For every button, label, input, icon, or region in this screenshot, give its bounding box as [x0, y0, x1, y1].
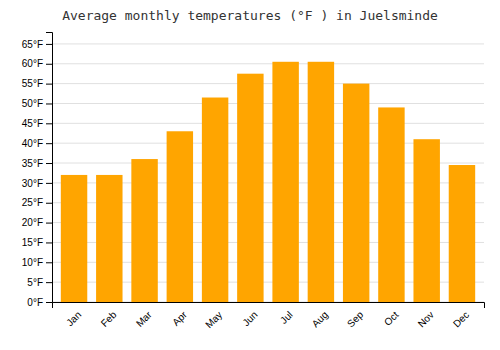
tick: Apr [170, 309, 189, 328]
y-axis: 0°F 5°F 10°F 15°F 20°F 25°F 30°F 35°F 40°F 45°F 50… [22, 33, 53, 308]
title: Average monthly temperatures (°F ) in Ju… [62, 8, 438, 23]
tick-label: 5°F [27, 277, 43, 288]
x-axis: Jan Feb Mar Apr May Jun Jul Aug Sep Oct Nov Dec [53, 303, 485, 331]
tick: 40°F [22, 138, 52, 149]
tick: 45°F [22, 118, 52, 129]
tick-mark [46, 223, 52, 224]
tick-label: 65°F [22, 39, 43, 50]
tick-label: Oct [382, 309, 401, 328]
bar [449, 165, 475, 302]
grid-line [52, 63, 484, 64]
tick-mark [46, 103, 52, 104]
tick-label: 15°F [22, 237, 43, 248]
tick: 20°F [22, 217, 52, 228]
bar [167, 131, 193, 302]
axis-line [53, 303, 485, 309]
tick-label: 25°F [22, 197, 43, 208]
plot: 0°F 5°F 10°F 15°F 20°F 25°F 30°F 35°F 40°F 45°F 50… [22, 33, 485, 331]
tick-mark [46, 282, 52, 283]
tick-mark [46, 242, 52, 243]
tick-label: Apr [170, 309, 189, 328]
tick-mark [46, 143, 52, 144]
grid-line [52, 83, 484, 84]
bar [272, 62, 298, 302]
tick: Feb [99, 309, 119, 329]
tick-label: Sep [345, 309, 366, 330]
grid [52, 44, 484, 302]
tick: Jun [240, 309, 259, 328]
tick: 35°F [22, 158, 52, 169]
tick: 30°F [22, 178, 52, 189]
tick-label: Jul [278, 309, 295, 326]
bar [237, 74, 263, 302]
bar [202, 98, 228, 302]
bar [378, 107, 404, 302]
tick-label: 20°F [22, 217, 43, 228]
tick-label: 50°F [22, 98, 43, 109]
tick-mark [46, 64, 52, 65]
bar [61, 175, 87, 302]
tick-mark [46, 84, 52, 85]
tick-label: Nov [416, 309, 436, 329]
tick-label: 40°F [22, 138, 43, 149]
tick: Aug [310, 309, 330, 329]
tick: Mar [134, 309, 154, 329]
tick-mark [46, 123, 52, 124]
grid-line [52, 123, 484, 124]
tick: 0°F [27, 297, 52, 308]
tick-label: Aug [310, 309, 330, 329]
tick-label: 0°F [27, 297, 43, 308]
tick-label: 60°F [22, 58, 43, 69]
tick: 10°F [22, 257, 52, 268]
chart: Average monthly temperatures (°F ) in Ju… [0, 0, 500, 350]
tick-mark [46, 302, 52, 303]
axis-line [46, 33, 53, 303]
tick: Sep [345, 309, 366, 330]
bar [131, 159, 157, 302]
tick-label: 30°F [22, 178, 43, 189]
tick: Jan [64, 309, 83, 328]
tick: 65°F [22, 39, 52, 50]
tick-label: Mar [134, 309, 154, 329]
grid-line [52, 43, 484, 44]
tick-label: Dec [451, 309, 471, 329]
tick: 5°F [27, 277, 52, 288]
tick-label: 10°F [22, 257, 43, 268]
grid-line [52, 103, 484, 104]
tick: 60°F [22, 58, 52, 69]
tick: 15°F [22, 237, 52, 248]
tick: 50°F [22, 98, 52, 109]
tick-mark [46, 44, 52, 45]
tick-label: May [203, 309, 224, 330]
tick: 55°F [22, 78, 52, 89]
tick-mark [46, 163, 52, 164]
bar [96, 175, 122, 302]
tick-label: 35°F [22, 158, 43, 169]
tick-mark [46, 262, 52, 263]
tick-label: 45°F [22, 118, 43, 129]
tick-mark [46, 183, 52, 184]
tick-label: Jun [240, 309, 259, 328]
bar [413, 139, 439, 302]
bar [308, 62, 334, 302]
tick-mark [46, 203, 52, 204]
tick-label: Jan [64, 309, 83, 328]
bar [343, 84, 369, 302]
tick: Dec [451, 309, 471, 329]
tick: Oct [382, 309, 401, 328]
tick: Jul [278, 309, 295, 326]
tick: May [203, 309, 224, 330]
bars [61, 62, 475, 302]
tick-label: 55°F [22, 78, 43, 89]
tick: 25°F [22, 197, 52, 208]
tick: Nov [416, 309, 436, 329]
tick-label: Feb [99, 309, 119, 329]
